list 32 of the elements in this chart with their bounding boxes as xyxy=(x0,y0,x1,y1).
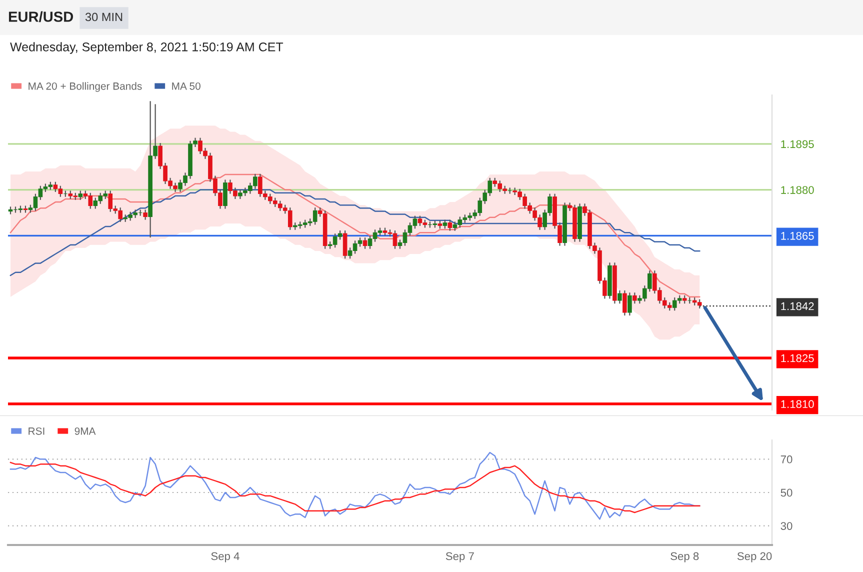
legend-label: MA 50 xyxy=(172,82,200,90)
y-tick-label: 1.1880 xyxy=(781,186,814,194)
candlestick xyxy=(628,292,632,316)
y-tick-label: 1.1842 xyxy=(781,302,814,310)
x-tick-label: Sep 8 xyxy=(670,552,699,562)
y-tick-label: 70 xyxy=(780,455,792,464)
chart-subtitle: Wednesday, September 8, 2021 1:50:19 AM CET xyxy=(10,42,284,54)
candlestick xyxy=(448,219,452,232)
legend-label: MA 20 + Bollinger Bands xyxy=(28,82,142,92)
candlestick xyxy=(342,230,348,260)
candlestick xyxy=(223,179,228,210)
line-series xyxy=(10,462,700,514)
y-tick-label: 1.1810 xyxy=(781,400,814,408)
text: 30 MIN xyxy=(85,12,122,22)
y-tick-label: 1.1825 xyxy=(781,354,814,362)
candlestick xyxy=(632,292,637,304)
line-series xyxy=(10,174,700,298)
candlestick xyxy=(618,290,622,304)
candlestick xyxy=(362,236,368,250)
y-tick-label: 1.1895 xyxy=(781,140,814,148)
candlestick xyxy=(78,190,83,200)
y-tick-label: 50 xyxy=(780,488,792,497)
chart-title: EUR/USD xyxy=(8,11,74,22)
legend-label: RSI xyxy=(28,427,44,435)
y-tick-label: 1.1865 xyxy=(781,232,814,240)
candlestick xyxy=(622,290,627,316)
x-tick-label: Sep 4 xyxy=(211,552,240,562)
candlestick xyxy=(143,209,148,220)
y-tick-label: 30 xyxy=(780,522,792,530)
x-tick-label: Sep 20 xyxy=(737,552,772,562)
legend-label: 9MA xyxy=(74,427,96,435)
x-tick-label: Sep 7 xyxy=(446,552,474,562)
